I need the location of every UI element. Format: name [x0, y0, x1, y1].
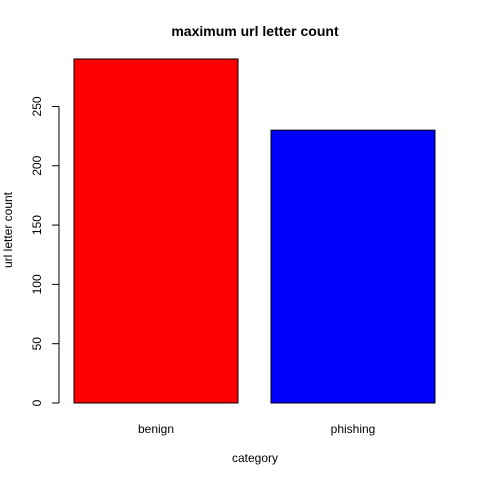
y-tick-label-250: 250	[30, 96, 44, 116]
y-axis-label: url letter count	[1, 191, 15, 268]
y-tick-label-200: 200	[30, 155, 44, 175]
y-tick-label-100: 100	[30, 274, 44, 294]
y-tick-label-50: 50	[30, 337, 44, 351]
y-tick-label-0: 0	[30, 399, 44, 406]
x-tick-label-benign: benign	[138, 422, 174, 436]
bar-benign	[73, 58, 239, 404]
x-axis-tick-labels: benign phishing	[138, 422, 375, 436]
bar-phishing	[270, 129, 436, 404]
bars-layer	[73, 58, 436, 404]
x-axis-label: category	[232, 451, 278, 465]
x-tick-label-phishing: phishing	[331, 422, 376, 436]
y-axis: 0 50 100 150 200 250	[30, 96, 60, 406]
y-tick-label-150: 150	[30, 215, 44, 235]
chart-title: maximum url letter count	[171, 23, 339, 39]
